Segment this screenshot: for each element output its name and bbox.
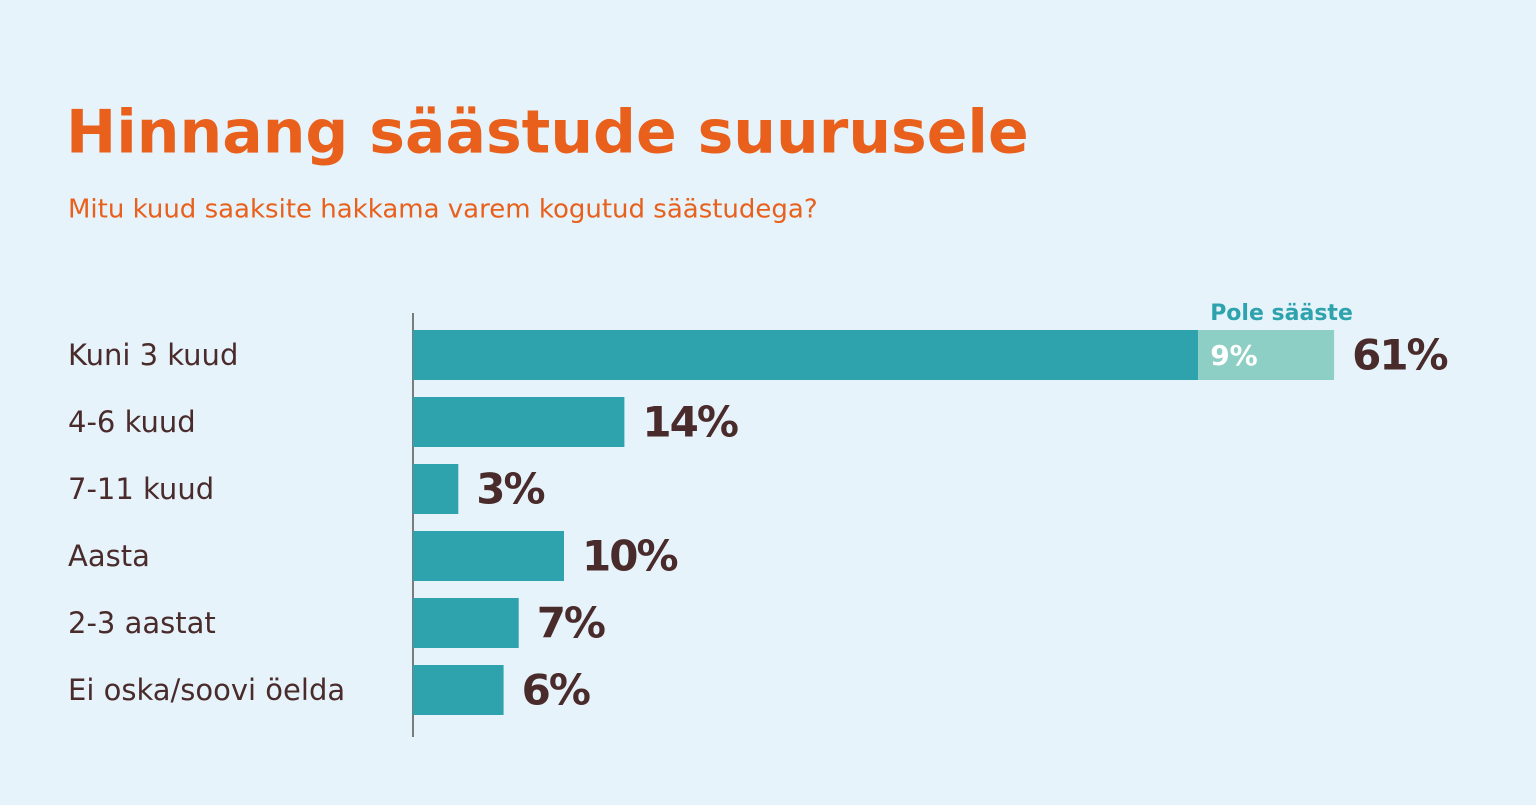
category-label: 4-6 kuud [68,405,196,439]
category-label: Kuni 3 kuud [68,338,238,372]
total-label: 6% [522,666,590,715]
segment-label: 9% [1210,339,1258,372]
bar-segment [413,330,1199,380]
chart-title: Hinnang säästude suurusele [66,98,1029,168]
total-label: 3% [476,465,544,514]
bar-segment [413,598,519,648]
category-label: 2-3 aastat [68,606,216,640]
total-label: 7% [537,599,605,648]
total-label: 10% [582,532,677,581]
category-label: Ei oska/soovi öelda [68,673,345,707]
legend-label: Pole sääste [1210,301,1353,326]
bar-segment [413,665,504,715]
chart-subtitle: Mitu kuud saaksite hakkama varem kogutud… [68,195,818,225]
total-label: 14% [642,398,737,447]
bar-segment [1198,330,1335,380]
bar-segment [413,531,564,581]
total-label: 61% [1352,331,1447,380]
bar-segment [413,464,459,514]
bar-segment [413,397,625,447]
category-label: Aasta [68,539,150,573]
category-label: 7-11 kuud [68,472,214,506]
